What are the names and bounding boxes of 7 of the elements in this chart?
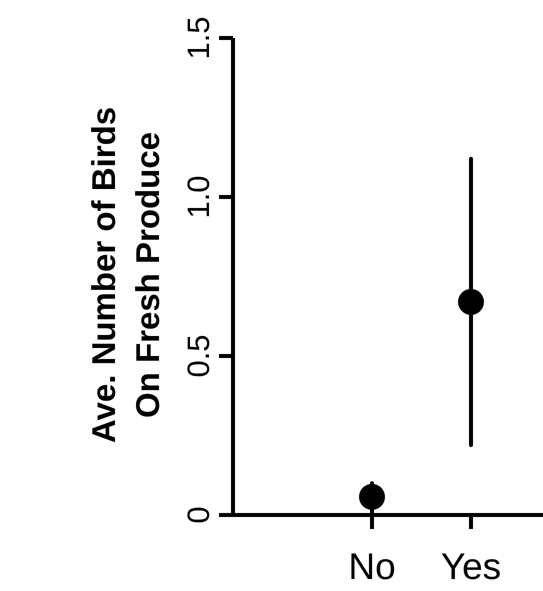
y-tick-label: 0 [181,506,216,524]
y-tick-label: 1.5 [181,16,216,60]
y-tick-label: 1.0 [181,175,216,219]
y-axis-title: Ave. Number of Birds On Fresh Produce [85,106,166,444]
y-tick-label: 0.5 [181,334,216,378]
x-tick-label: No [348,546,396,587]
x-tick-label: Yes [440,546,502,587]
